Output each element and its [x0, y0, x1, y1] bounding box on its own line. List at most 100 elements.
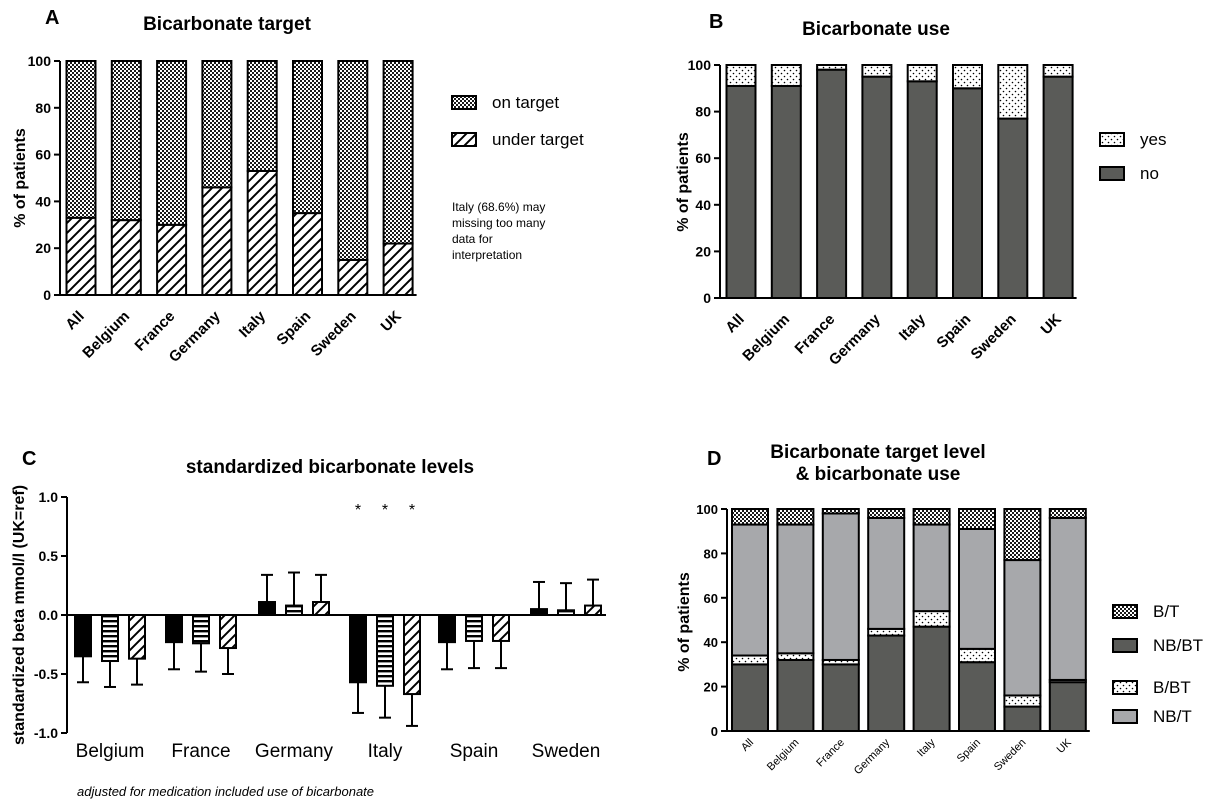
bar-germany-series-2 — [285, 604, 303, 616]
bar-nb-t-germany — [867, 516, 906, 630]
y-tick-label: 20 — [35, 240, 51, 256]
y-tick-label: 100 — [28, 53, 52, 69]
y-tick-label: 80 — [704, 546, 718, 561]
bar-nb-bt-uk — [1048, 681, 1087, 732]
bar-no-germany — [861, 75, 893, 300]
bar-yes-italy — [906, 64, 938, 83]
bar-yes-france — [816, 64, 848, 71]
x-tick-label-all: All — [739, 737, 756, 754]
x-tick-label-france: France — [814, 737, 847, 770]
panel-c-title: standardized bicarbonate levels — [186, 457, 474, 478]
x-tick-label-belgium: Belgium — [76, 741, 145, 762]
panel-c-letter: C — [22, 448, 36, 470]
bar-no-all — [725, 84, 757, 299]
x-tick-label-belgium: Belgium — [79, 308, 133, 362]
bar-nb-bt-sweden — [1003, 705, 1042, 733]
panel-a-bicarbonate-target: A Bicarbonate target % of patients 0 20 40… — [12, 7, 584, 366]
bar-yes-germany — [861, 64, 893, 78]
panel-d-y-axis-label: % of patients — [676, 572, 693, 672]
y-tick-label: 40 — [695, 197, 711, 213]
y-tick-label: 0.0 — [39, 607, 59, 623]
y-tick-label: -0.5 — [34, 666, 58, 682]
legend-label-nb-bt: NB/BT — [1153, 636, 1203, 655]
x-tick-label-uk: UK — [1055, 736, 1075, 756]
bar-nb-t-france — [821, 512, 860, 661]
y-tick-label: 0 — [43, 287, 51, 303]
legend-label-on-target: on target — [492, 93, 559, 112]
panel-b-title: Bicarbonate use — [802, 19, 950, 40]
legend-swatch-under-target — [451, 132, 477, 147]
bar-on-target-uk — [382, 60, 414, 245]
y-tick-label: 0.5 — [39, 548, 59, 564]
y-tick-label: 20 — [695, 243, 711, 259]
bar-on-target-spain — [292, 60, 323, 215]
bar-on-target-all — [65, 60, 97, 219]
panel-d-title-line-2: & bicarbonate use — [796, 464, 961, 485]
legend-swatch-b-bt — [1112, 680, 1138, 695]
bar-no-sweden — [997, 117, 1029, 299]
y-tick-label: 20 — [704, 680, 718, 695]
x-tick-label-france: France — [171, 741, 230, 762]
x-tick-label-sweden: Sweden — [308, 308, 360, 360]
legend-label-b-bt: B/BT — [1153, 678, 1191, 697]
bar-nb-bt-spain — [958, 661, 996, 732]
bar-germany-series-1 — [258, 601, 276, 617]
y-tick-label: 40 — [35, 193, 51, 209]
x-tick-label-spain: Spain — [933, 311, 974, 352]
bar-b-bt-spain — [958, 647, 996, 664]
bar-b-t-all — [731, 508, 769, 526]
x-tick-label-belgium: Belgium — [765, 737, 802, 774]
bar-nb-bt-belgium — [776, 658, 815, 733]
legend-swatch-nb-t — [1112, 709, 1138, 724]
bar-b-bt-all — [731, 654, 769, 666]
legend-swatch-on-target — [451, 95, 477, 110]
x-tick-label-spain: Spain — [450, 741, 499, 762]
bar-nb-bt-france — [821, 663, 860, 733]
bar-b-t-france — [821, 508, 860, 515]
bar-no-italy — [906, 80, 938, 299]
bar-france-series-2 — [192, 614, 210, 645]
bar-sweden-series-1 — [530, 608, 548, 616]
y-tick-label: 0 — [703, 290, 711, 306]
x-tick-label-germany: Germany — [255, 741, 334, 762]
bar-france-series-1 — [165, 614, 183, 644]
panel-a-annotation-line-3: data for — [452, 232, 493, 246]
bar-belgium-series-2 — [101, 614, 119, 663]
panel-b-bicarbonate-use: B Bicarbonate use % of patients 0 20 40 60 8… — [675, 11, 1166, 369]
bar-b-t-spain — [958, 508, 996, 530]
panel-b-y-axis-label: % of patients — [675, 132, 692, 232]
x-tick-label-italy: Italy — [915, 736, 938, 759]
y-tick-label: 60 — [695, 150, 711, 166]
significance-mark-3: * — [409, 502, 415, 519]
legend-swatch-b-t — [1112, 604, 1138, 619]
y-tick-label: -1.0 — [34, 725, 58, 741]
bar-on-target-sweden — [337, 60, 369, 261]
panel-d-title-line-1: Bicarbonate target level — [770, 442, 985, 463]
bar-nb-t-italy — [912, 523, 951, 613]
bar-nb-bt-germany — [867, 634, 906, 732]
bar-nb-t-spain — [958, 527, 996, 650]
legend-label-b-t: B/T — [1153, 602, 1179, 621]
x-tick-label-uk: UK — [1038, 311, 1065, 338]
y-tick-label: 0 — [711, 724, 718, 739]
bar-no-uk — [1042, 75, 1074, 300]
x-tick-label-germany: Germany — [852, 736, 893, 777]
y-tick-label: 1.0 — [39, 489, 59, 505]
panel-a-annotation-line-1: Italy (68.6%) may — [452, 200, 545, 214]
legend-label-under-target: under target — [492, 130, 584, 149]
y-tick-label: 100 — [688, 57, 712, 73]
bar-on-target-france — [156, 60, 188, 226]
legend-swatch-no — [1099, 166, 1125, 181]
bar-yes-spain — [952, 64, 983, 90]
bar-sweden-series-3 — [584, 604, 602, 616]
panel-c-standardized-levels: C standardized bicarbonate levels standa… — [11, 448, 606, 799]
bar-spain-series-1 — [438, 614, 456, 644]
panel-c-footnote: adjusted for medication included use of … — [77, 784, 374, 799]
x-tick-label-sweden: Sweden — [992, 737, 1029, 774]
x-tick-label-spain: Spain — [955, 737, 983, 765]
panel-d-target-and-use: D Bicarbonate target level & bicarbonate… — [676, 442, 1203, 777]
bar-belgium-series-3 — [128, 614, 146, 660]
bar-nb-t-sweden — [1003, 559, 1042, 697]
bar-under-target-italy — [246, 169, 278, 296]
